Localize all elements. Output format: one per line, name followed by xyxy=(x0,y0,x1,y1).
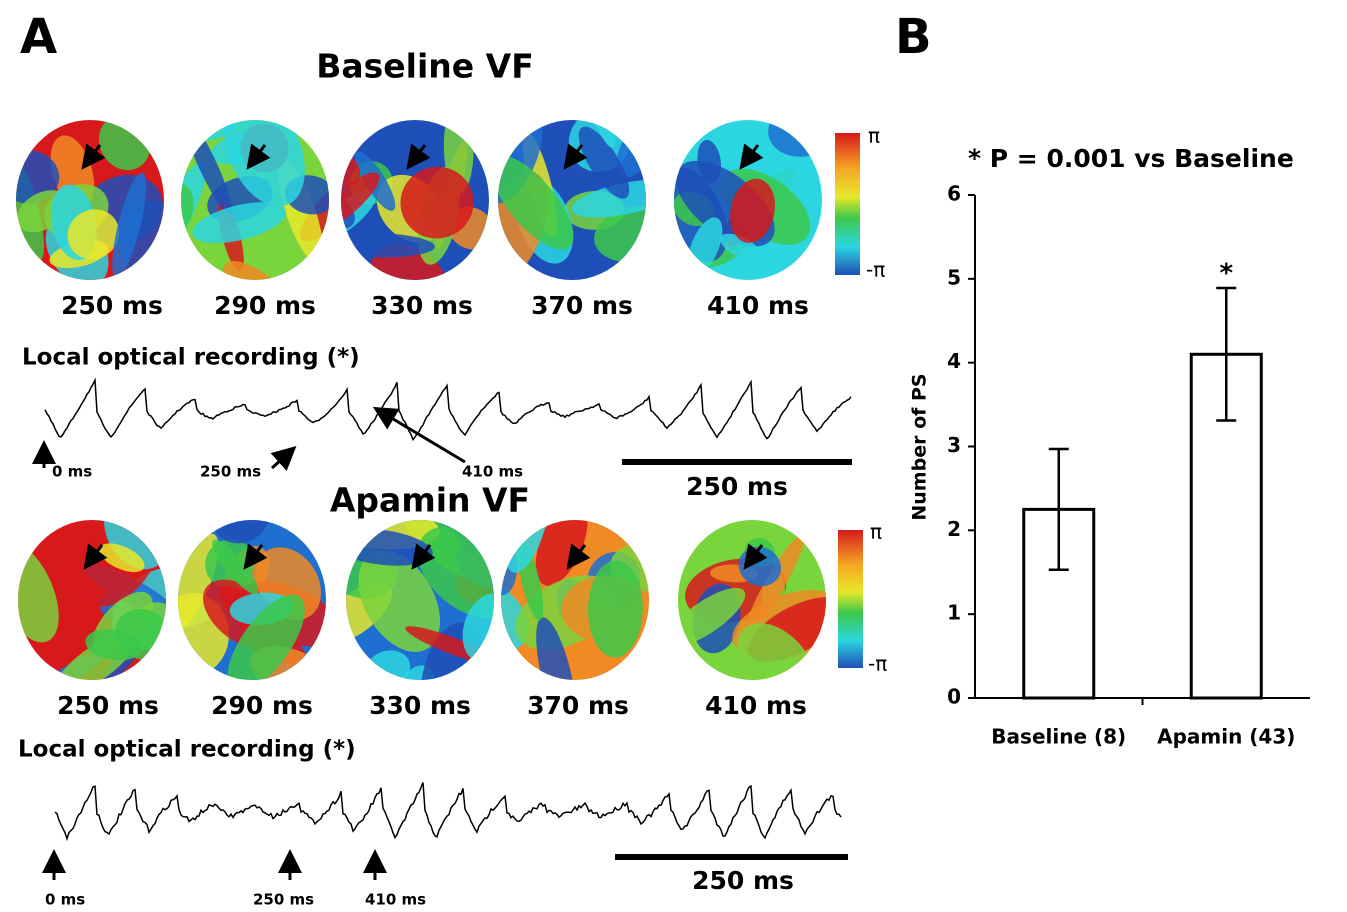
significance-marker: * xyxy=(1219,259,1233,289)
colorbar-max: π xyxy=(868,124,880,148)
optical-trace xyxy=(45,380,851,439)
time-marker: 410 ms xyxy=(462,463,523,481)
time-marker: 250 ms xyxy=(200,463,261,481)
colorbar-min: -π xyxy=(868,652,887,676)
arrow xyxy=(272,450,292,468)
y-axis-label: Number of PS xyxy=(909,373,931,520)
y-tick-label: 1 xyxy=(947,601,961,625)
x-tick-label: Apamin (43) xyxy=(1157,725,1295,749)
panel-label: B xyxy=(895,9,932,65)
section-title: Baseline VF xyxy=(316,47,534,86)
annotation: * P = 0.001 vs Baseline xyxy=(968,144,1294,173)
frame-label: 410 ms xyxy=(705,691,807,720)
scale-bar-label: 250 ms xyxy=(686,472,788,501)
x-tick-label: Baseline (8) xyxy=(991,725,1126,749)
frame-label: 330 ms xyxy=(369,691,471,720)
frame-label: 370 ms xyxy=(527,691,629,720)
colorbar xyxy=(838,530,863,668)
recording-label: Local optical recording (*) xyxy=(18,737,356,763)
frame-label: 330 ms xyxy=(371,291,473,320)
y-tick-label: 2 xyxy=(947,517,961,541)
y-tick-label: 3 xyxy=(947,433,961,457)
optical-trace xyxy=(55,783,841,839)
time-marker: 410 ms xyxy=(365,891,426,909)
bar-chart: 0 1 2 3 4 5 6 Baseline (8) Apamin (43) * xyxy=(947,182,1310,749)
frame-label: 250 ms xyxy=(57,691,159,720)
frame-label: 370 ms xyxy=(531,291,633,320)
time-marker: 250 ms xyxy=(253,891,314,909)
phase-map xyxy=(0,106,185,299)
colorbar xyxy=(835,133,860,275)
arrow xyxy=(378,410,465,462)
y-tick-label: 0 xyxy=(947,685,961,709)
recording-label: Local optical recording (*) xyxy=(22,345,360,371)
phase-map xyxy=(469,82,685,301)
frame-label: 250 ms xyxy=(61,291,163,320)
colorbar-max: π xyxy=(870,520,882,544)
section-title: Apamin VF xyxy=(330,481,530,520)
frame-label: 290 ms xyxy=(214,291,316,320)
y-tick-label: 4 xyxy=(947,349,961,373)
frame-label: 410 ms xyxy=(707,291,809,320)
scale-bar-label: 250 ms xyxy=(692,866,794,895)
y-tick-label: 6 xyxy=(947,182,961,206)
figure: A B Baseline VF Apamin VF π -π π -π 250 … xyxy=(0,0,1347,912)
panel-label: A xyxy=(20,9,57,65)
y-tick-label: 5 xyxy=(947,265,961,289)
phase-map xyxy=(645,99,840,285)
phase-map xyxy=(158,470,350,715)
time-marker: 0 ms xyxy=(52,463,92,481)
time-marker: 0 ms xyxy=(45,891,85,909)
frame-label: 290 ms xyxy=(211,691,313,720)
colorbar-min: -π xyxy=(866,258,885,282)
